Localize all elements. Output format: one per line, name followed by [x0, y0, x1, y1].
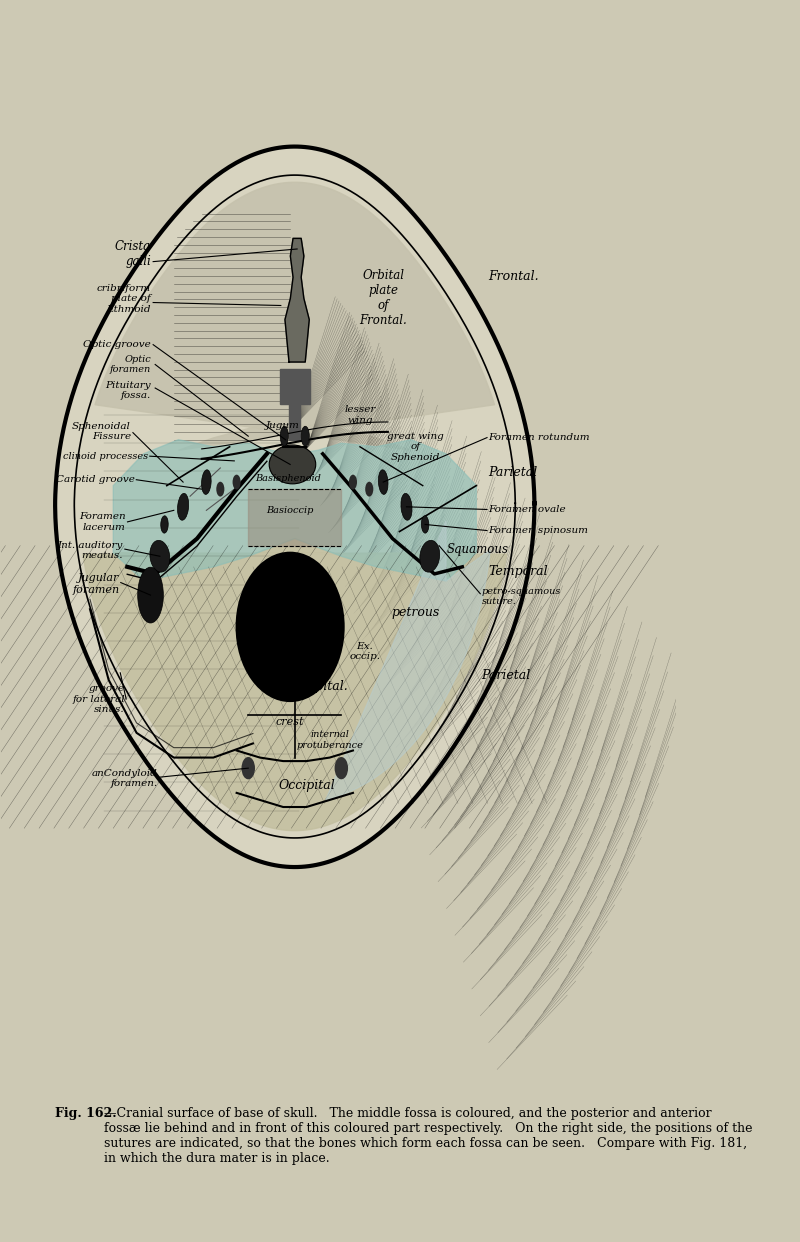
Text: Parietal: Parietal — [482, 669, 531, 682]
Polygon shape — [248, 489, 342, 545]
Ellipse shape — [302, 426, 310, 446]
Ellipse shape — [242, 758, 255, 779]
Text: Occipital: Occipital — [278, 779, 334, 792]
Polygon shape — [280, 369, 310, 440]
Polygon shape — [95, 183, 494, 451]
Ellipse shape — [138, 568, 163, 623]
Circle shape — [349, 474, 357, 489]
Text: petrous: petrous — [392, 606, 440, 620]
Text: Orbital
plate
of
Frontal.: Orbital plate of Frontal. — [359, 270, 407, 328]
Circle shape — [216, 482, 224, 497]
Text: Jugum: Jugum — [266, 421, 300, 430]
Text: Basisphenoid: Basisphenoid — [255, 474, 321, 483]
Ellipse shape — [401, 493, 412, 520]
Text: Occipital.: Occipital. — [288, 681, 349, 693]
Ellipse shape — [280, 426, 288, 446]
Text: great wing
of
Sphenoid: great wing of Sphenoid — [387, 432, 444, 462]
Circle shape — [233, 474, 241, 489]
Text: Crista
galli: Crista galli — [115, 240, 151, 268]
Text: Carotid groove: Carotid groove — [56, 476, 135, 484]
Text: anCondyloid
foramen.: anCondyloid foramen. — [92, 769, 158, 789]
Text: cribriform
plate of
Ethmoid: cribriform plate of Ethmoid — [97, 284, 151, 314]
Ellipse shape — [420, 540, 440, 573]
Text: Pituitary
fossa.: Pituitary fossa. — [106, 381, 151, 400]
Text: Foramen rotundum: Foramen rotundum — [488, 433, 590, 442]
Ellipse shape — [202, 469, 211, 494]
Ellipse shape — [237, 553, 344, 700]
Ellipse shape — [422, 515, 429, 533]
Text: Foramen
lacerum: Foramen lacerum — [79, 512, 126, 532]
Ellipse shape — [269, 445, 316, 484]
Polygon shape — [114, 440, 476, 581]
Text: Jugular
foramen: Jugular foramen — [72, 573, 119, 595]
Text: Optic
foramen: Optic foramen — [110, 355, 151, 374]
Text: crest: crest — [276, 717, 304, 728]
Text: Foramen ovale: Foramen ovale — [488, 505, 566, 514]
Text: lesser
wing: lesser wing — [344, 405, 376, 425]
Polygon shape — [285, 238, 310, 361]
Text: —Cranial surface of base of skull.   The middle fossa is coloured, and the poste: —Cranial surface of base of skull. The m… — [104, 1107, 753, 1165]
Polygon shape — [326, 520, 490, 800]
Ellipse shape — [178, 493, 189, 520]
Text: Fig. 162.: Fig. 162. — [55, 1107, 117, 1120]
Text: Sphenoidal
Fissure: Sphenoidal Fissure — [72, 422, 131, 441]
Polygon shape — [55, 147, 534, 867]
Text: Temporal: Temporal — [488, 565, 548, 578]
Text: clinoid processes: clinoid processes — [63, 452, 149, 461]
Text: Frontal.: Frontal. — [488, 270, 539, 283]
Ellipse shape — [378, 469, 388, 494]
Text: Int. auditory
meatus.: Int. auditory meatus. — [58, 540, 122, 560]
Ellipse shape — [150, 540, 170, 573]
Circle shape — [366, 482, 374, 497]
Text: Basioccip: Basioccip — [266, 505, 314, 515]
Text: internal
protuberance: internal protuberance — [296, 730, 363, 750]
Text: Ex.
occip.: Ex. occip. — [349, 642, 380, 661]
Polygon shape — [83, 539, 506, 831]
Text: Foramen spinosum: Foramen spinosum — [488, 527, 588, 535]
Text: Parietal: Parietal — [488, 466, 538, 479]
Text: Squamous: Squamous — [446, 543, 509, 555]
Text: groove
for lateral
sinus.: groove for lateral sinus. — [72, 684, 125, 714]
Ellipse shape — [334, 758, 348, 779]
Text: petro-squamous
suture.: petro-squamous suture. — [482, 586, 561, 606]
Ellipse shape — [161, 515, 168, 533]
Text: Optic groove: Optic groove — [83, 340, 151, 349]
